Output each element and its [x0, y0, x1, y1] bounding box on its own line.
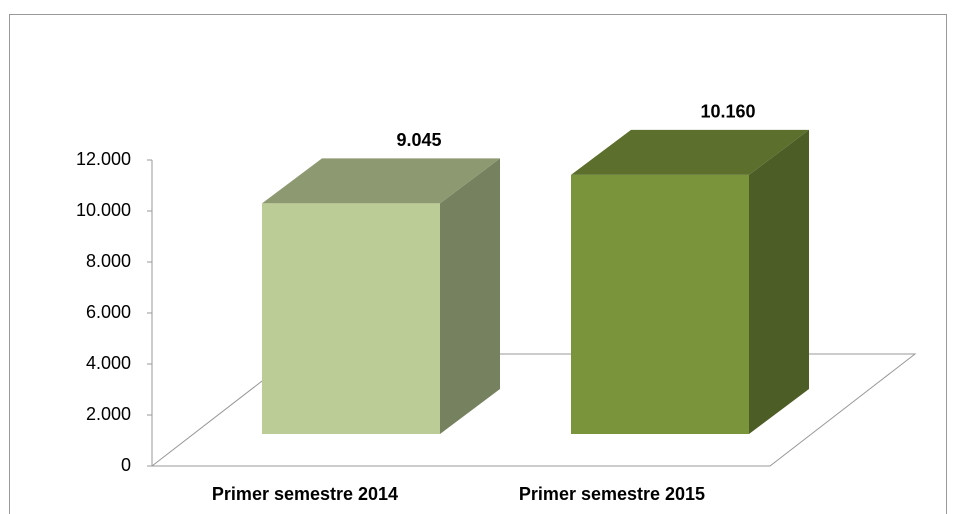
y-tick-label: 6.000	[86, 302, 131, 322]
y-tick-label: 0	[121, 455, 131, 475]
y-tick-label: 12.000	[76, 149, 131, 169]
bar	[571, 174, 749, 435]
bar-top	[262, 158, 500, 204]
y-tick-label: 4.000	[86, 353, 131, 373]
data-label: 9.045	[396, 130, 441, 150]
bar-side	[440, 158, 500, 435]
data-label: 10.160	[700, 102, 755, 122]
chart-frame	[9, 14, 947, 514]
y-tick-label: 8.000	[86, 251, 131, 271]
x-tick-label: Primer semestre 2014	[212, 484, 398, 504]
bar	[262, 203, 440, 434]
bar-side	[749, 129, 809, 435]
y-tick-label: 2.000	[86, 404, 131, 424]
x-tick-label: Primer semestre 2015	[519, 484, 705, 504]
y-tick-label: 10.000	[76, 200, 131, 220]
bar-top	[571, 129, 809, 175]
